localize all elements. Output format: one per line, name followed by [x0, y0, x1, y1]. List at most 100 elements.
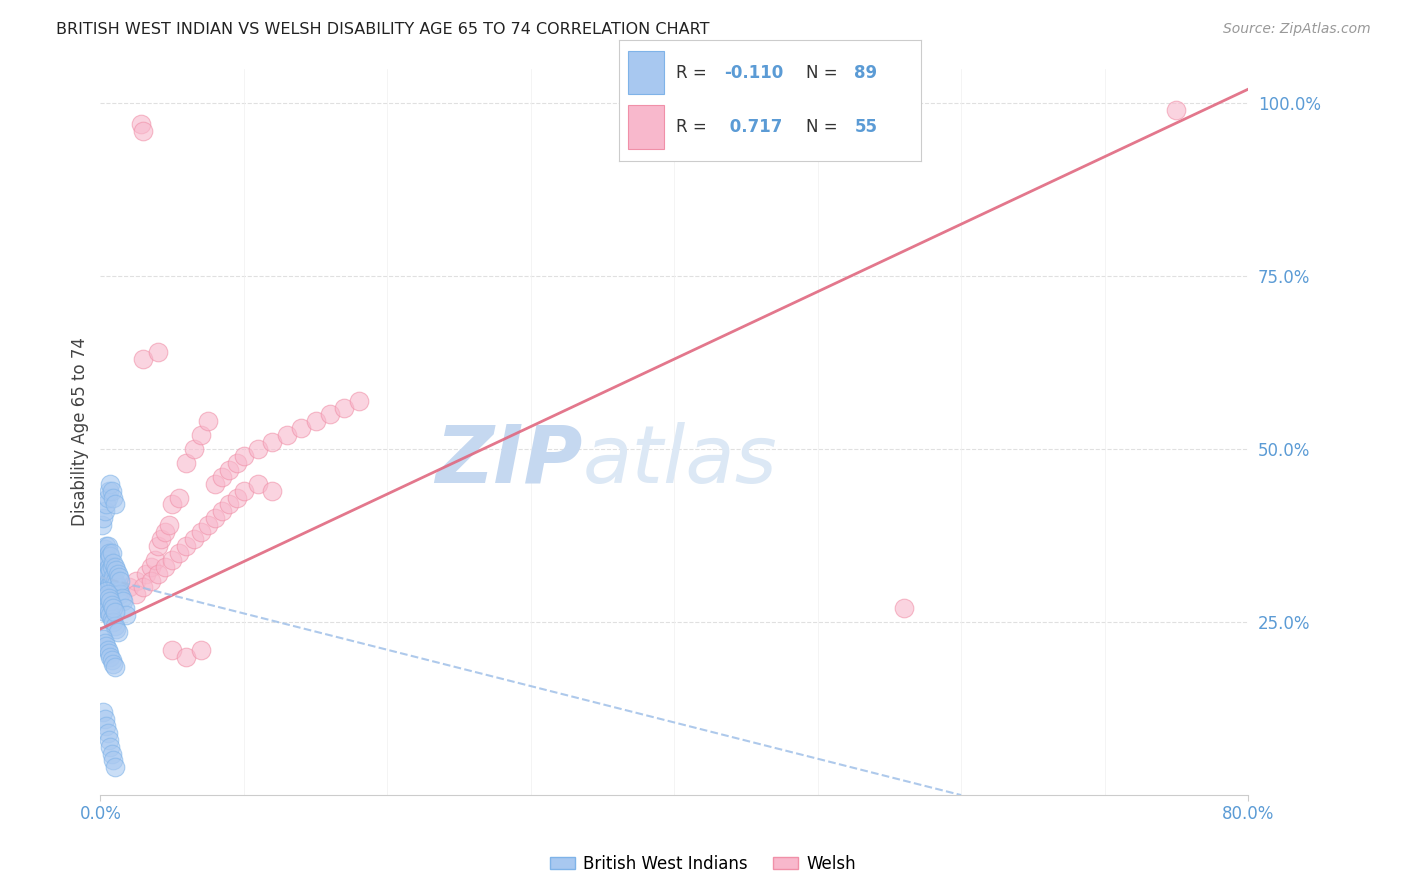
Point — [94, 498, 117, 512]
Point — [132, 581, 155, 595]
Text: -0.110: -0.110 — [724, 63, 783, 82]
Text: BRITISH WEST INDIAN VS WELSH DISABILITY AGE 65 TO 74 CORRELATION CHART: BRITISH WEST INDIAN VS WELSH DISABILITY … — [56, 22, 710, 37]
Point — [104, 559, 127, 574]
Point — [115, 608, 138, 623]
Point — [1166, 103, 1188, 117]
Point — [197, 518, 219, 533]
Point — [347, 393, 370, 408]
Point — [132, 124, 155, 138]
Point — [93, 605, 115, 619]
Point — [97, 732, 120, 747]
Point — [90, 518, 112, 533]
Point — [276, 428, 298, 442]
Point — [103, 615, 125, 629]
Point — [103, 754, 125, 768]
Point — [91, 559, 114, 574]
Point — [110, 574, 132, 588]
Point — [90, 629, 112, 643]
Point — [100, 476, 122, 491]
Point — [94, 598, 117, 612]
Point — [190, 428, 212, 442]
Text: Source: ZipAtlas.com: Source: ZipAtlas.com — [1223, 22, 1371, 37]
Text: atlas: atlas — [582, 422, 778, 500]
Point — [93, 553, 115, 567]
Point — [100, 549, 122, 564]
Point — [91, 601, 114, 615]
Point — [176, 456, 198, 470]
Point — [153, 525, 176, 540]
Point — [97, 646, 120, 660]
Text: N =: N = — [806, 118, 844, 136]
Text: 0.717: 0.717 — [724, 118, 783, 136]
Point — [104, 618, 127, 632]
FancyBboxPatch shape — [627, 51, 664, 95]
Point — [146, 345, 169, 359]
Point — [103, 601, 125, 615]
Point — [100, 577, 122, 591]
Point — [97, 546, 120, 560]
Point — [225, 456, 247, 470]
Point — [94, 563, 117, 577]
Point — [96, 726, 118, 740]
Point — [105, 563, 128, 577]
Point — [114, 601, 136, 615]
Point — [96, 539, 118, 553]
Point — [101, 653, 124, 667]
Point — [101, 747, 124, 761]
Point — [91, 632, 114, 647]
Point — [100, 563, 122, 577]
Text: N =: N = — [806, 63, 844, 82]
Point — [104, 574, 127, 588]
Point — [105, 577, 128, 591]
Point — [96, 601, 118, 615]
Point — [100, 739, 122, 754]
Point — [247, 476, 270, 491]
Point — [101, 612, 124, 626]
Point — [183, 442, 205, 456]
Point — [101, 598, 124, 612]
Point — [146, 566, 169, 581]
Point — [108, 570, 131, 584]
Point — [90, 566, 112, 581]
Point — [112, 594, 135, 608]
Point — [94, 577, 117, 591]
Point — [103, 570, 125, 584]
Point — [197, 414, 219, 428]
Point — [93, 636, 115, 650]
Point — [93, 542, 115, 557]
Point — [93, 712, 115, 726]
Point — [893, 601, 915, 615]
Point — [93, 583, 115, 598]
Point — [319, 408, 342, 422]
Point — [101, 574, 124, 588]
Point — [211, 469, 233, 483]
Point — [160, 553, 183, 567]
Legend: British West Indians, Welsh: British West Indians, Welsh — [543, 848, 863, 880]
Point — [107, 566, 129, 581]
Point — [132, 352, 155, 367]
Point — [232, 483, 254, 498]
Point — [129, 117, 152, 131]
Point — [94, 719, 117, 733]
FancyBboxPatch shape — [627, 105, 664, 149]
Point — [157, 518, 180, 533]
Point — [167, 491, 190, 505]
Point — [93, 591, 115, 605]
Point — [333, 401, 356, 415]
Point — [105, 622, 128, 636]
Point — [104, 605, 127, 619]
Point — [104, 498, 127, 512]
Point — [104, 660, 127, 674]
Point — [262, 483, 284, 498]
Point — [103, 491, 125, 505]
Point — [100, 594, 122, 608]
Point — [97, 574, 120, 588]
Point — [101, 559, 124, 574]
Y-axis label: Disability Age 65 to 74: Disability Age 65 to 74 — [72, 337, 89, 526]
Point — [153, 559, 176, 574]
Point — [96, 581, 118, 595]
Point — [108, 583, 131, 598]
Point — [100, 649, 122, 664]
Point — [101, 546, 124, 560]
Point — [100, 608, 122, 623]
